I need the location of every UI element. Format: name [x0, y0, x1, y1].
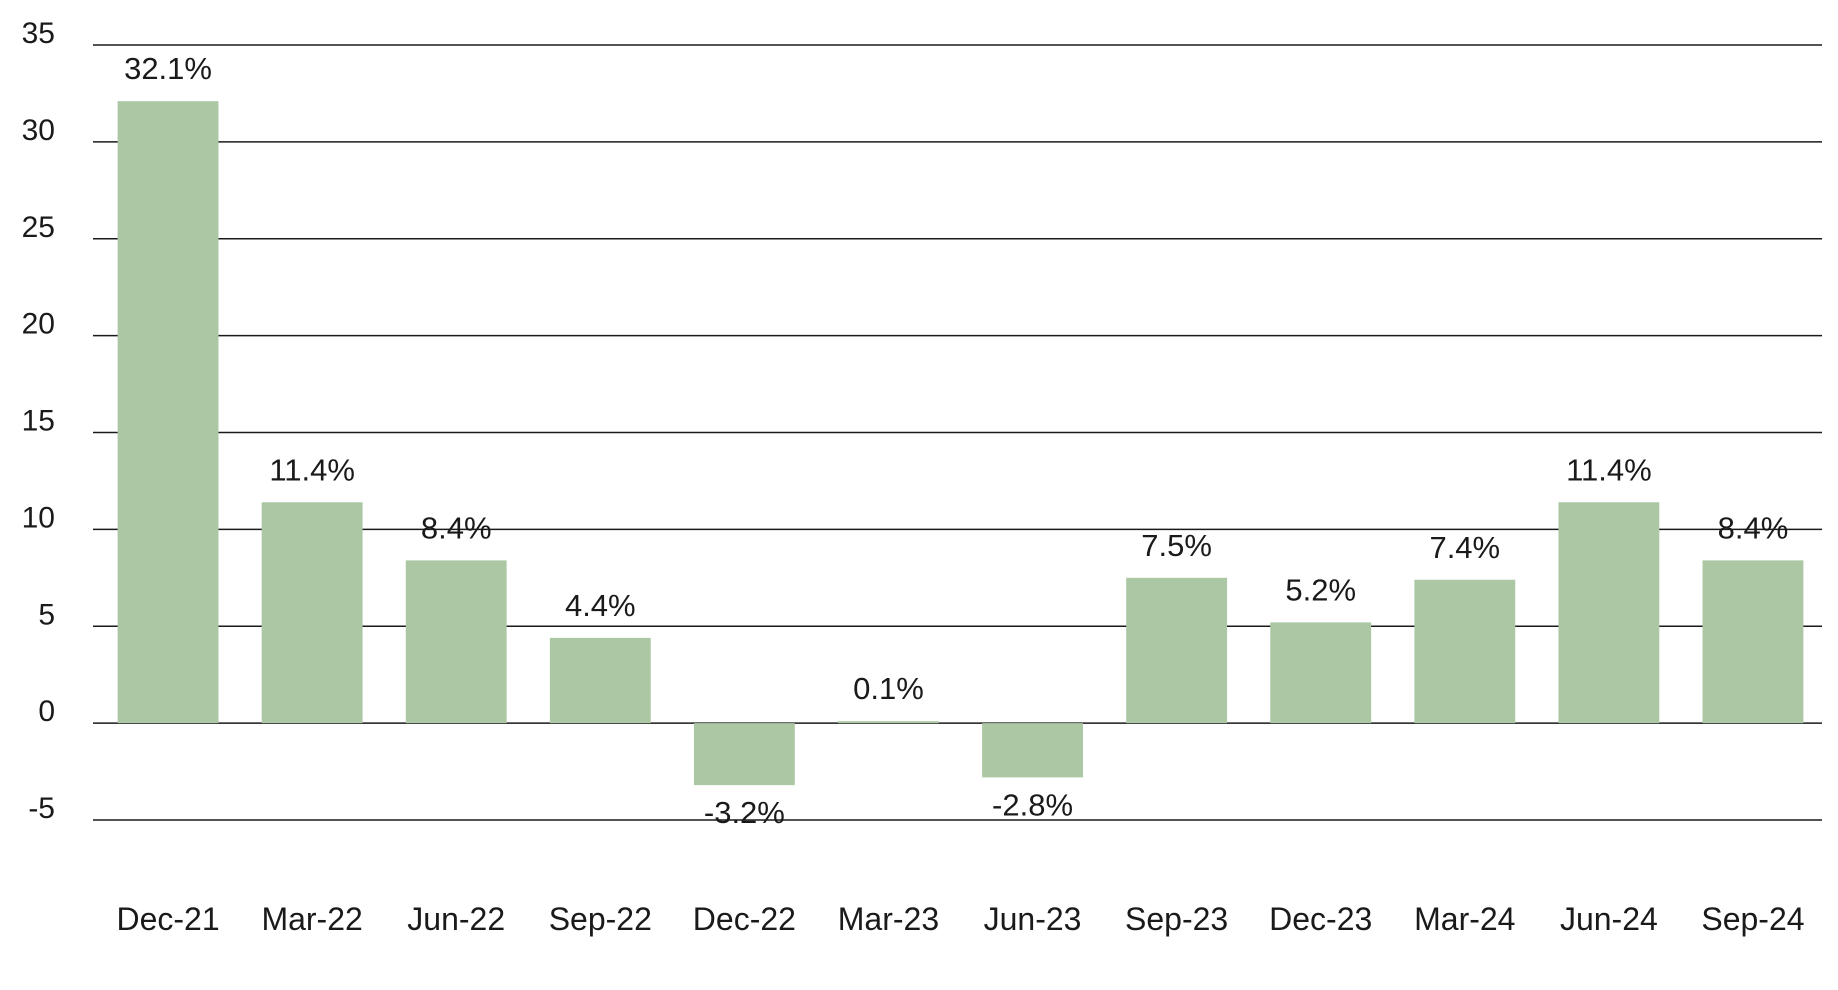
y-tick-label: 25 [22, 211, 55, 244]
data-label: -3.2% [704, 795, 785, 830]
bars [117, 101, 1804, 786]
bar-mar-24 [1414, 579, 1516, 724]
data-label: 11.4% [269, 452, 355, 487]
data-label: 4.4% [565, 588, 636, 623]
data-label: 5.2% [1285, 572, 1356, 607]
bar-sep-22 [549, 637, 651, 724]
x-axis: Dec-21 Mar-22 Jun-22 Sep-22 Dec-22 Mar-23 Jun-… [116, 901, 1804, 937]
bar-dec-23 [1270, 622, 1372, 724]
x-tick-label: Jun-22 [407, 901, 505, 937]
bar-mar-23 [838, 721, 939, 724]
x-tick-label: Jun-23 [984, 901, 1082, 937]
y-tick-label: 10 [22, 501, 55, 534]
y-axis: 35 30 25 20 15 10 5 0 -5 [22, 17, 55, 825]
y-tick-label: -5 [28, 792, 55, 825]
data-label: 11.4% [1566, 452, 1652, 487]
x-tick-label: Mar-22 [261, 901, 362, 937]
y-tick-label: 0 [38, 695, 55, 728]
y-tick-label: 35 [22, 17, 55, 50]
x-tick-label: Dec-21 [116, 901, 219, 937]
bar-dec-22 [693, 723, 795, 786]
data-label: 32.1% [124, 51, 212, 86]
x-tick-label: Sep-23 [1125, 901, 1228, 937]
data-label: -2.8% [992, 787, 1073, 822]
data-label: 7.5% [1141, 528, 1212, 563]
bar-sep-23 [1126, 577, 1228, 724]
bar-jun-24 [1558, 502, 1660, 724]
y-tick-label: 15 [22, 405, 55, 438]
x-tick-label: Sep-22 [549, 901, 652, 937]
x-tick-label: Mar-23 [838, 901, 939, 937]
data-label: 7.4% [1429, 530, 1500, 565]
bar-sep-24 [1702, 560, 1804, 724]
x-tick-label: Dec-23 [1269, 901, 1372, 937]
gridlines [93, 44, 1822, 821]
y-tick-label: 5 [38, 598, 55, 631]
x-tick-label: Dec-22 [693, 901, 796, 937]
x-tick-label: Sep-24 [1701, 901, 1804, 937]
y-tick-label: 30 [22, 114, 55, 147]
data-label: 8.4% [1718, 510, 1789, 545]
bar-jun-22 [405, 560, 507, 724]
x-tick-label: Mar-24 [1414, 901, 1515, 937]
bar-jun-23 [982, 723, 1083, 778]
data-label: 8.4% [421, 510, 492, 545]
x-tick-label: Jun-24 [1560, 901, 1658, 937]
bar-dec-21 [117, 101, 219, 724]
y-tick-label: 20 [22, 308, 55, 341]
data-label: 0.1% [853, 671, 924, 706]
data-labels: 32.1% 11.4% 8.4% 4.4% -3.2% 0.1% -2.8% 7.5% 5.2%… [124, 51, 1788, 830]
bar-mar-22 [261, 502, 363, 724]
